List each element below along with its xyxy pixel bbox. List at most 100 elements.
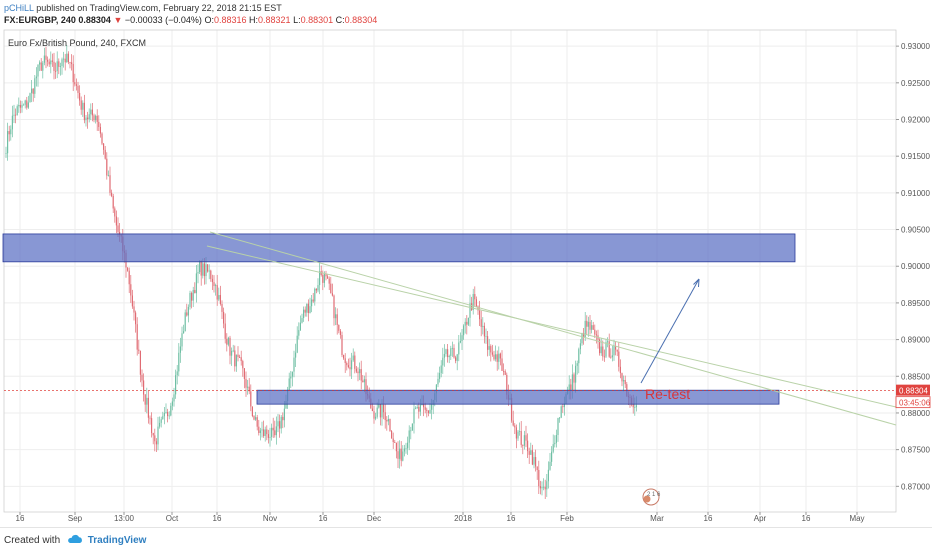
chart-header: pCHiLL published on TradingView.com, Feb…: [0, 0, 932, 30]
candle-body: [475, 299, 477, 307]
candle-body: [499, 353, 501, 359]
candle-body: [186, 312, 188, 316]
candle-body: [543, 486, 545, 488]
candle-body: [90, 109, 92, 115]
candle-body: [117, 225, 119, 232]
candle-body: [458, 342, 460, 355]
candle-body: [447, 349, 449, 358]
candle-body: [483, 325, 485, 337]
candle-body: [587, 321, 589, 327]
time-tick-label: Dec: [367, 514, 381, 523]
candle-body: [592, 325, 594, 330]
time-tick-label: Nov: [263, 514, 277, 523]
candle-body: [554, 442, 556, 445]
candle-body: [317, 285, 319, 291]
candle-body: [599, 339, 601, 354]
candle-body: [79, 92, 81, 101]
price-tick-label: 0.89500: [901, 299, 930, 308]
candle-body: [341, 334, 343, 355]
time-tick-label: Mar: [650, 514, 664, 523]
candle-body: [224, 323, 226, 339]
candle-body: [154, 435, 156, 442]
candle-body: [506, 374, 508, 395]
candle-body: [603, 356, 605, 358]
change-value: −0.00033 (−0.04%): [124, 15, 202, 25]
candle-body: [34, 78, 36, 94]
candle-body: [482, 325, 484, 327]
candle-body: [517, 431, 519, 439]
candle-body: [448, 355, 450, 358]
candle-body: [219, 295, 221, 304]
candle-body: [347, 365, 349, 368]
last-price-tag-label: 0.88304: [899, 387, 928, 396]
candle-body: [191, 292, 193, 301]
candle-body: [184, 312, 186, 332]
re-test-annotation: Re-test: [645, 386, 690, 402]
candle-body: [15, 114, 17, 116]
candle-body: [269, 436, 271, 438]
candle-body: [418, 406, 420, 412]
candle-body: [133, 306, 135, 313]
candle-body: [349, 367, 351, 370]
last-price: 0.88304: [78, 15, 111, 25]
candle-body: [291, 371, 293, 377]
candle-body: [479, 310, 481, 320]
candle-body: [363, 379, 365, 383]
candle-body: [563, 403, 565, 408]
candle-body: [373, 411, 375, 419]
candle-body: [351, 360, 353, 370]
candle-body: [32, 88, 34, 94]
candle-body: [594, 329, 596, 335]
candle-body: [589, 321, 591, 330]
candle-body: [138, 349, 140, 351]
candle-body: [541, 486, 543, 489]
time-tick-label: 16: [704, 514, 713, 523]
time-tick-label: 2018: [454, 514, 472, 523]
candle-body: [26, 100, 28, 108]
candle-body: [203, 263, 205, 277]
candle-body: [77, 85, 79, 93]
candle-body: [331, 293, 333, 296]
candle-body: [335, 314, 337, 319]
candle-body: [51, 60, 53, 62]
candle-body: [141, 374, 143, 381]
candle-body: [605, 342, 607, 357]
candle-body: [461, 335, 463, 342]
candle-body: [378, 404, 380, 408]
candle-body: [533, 457, 535, 465]
candle-body: [285, 401, 287, 409]
candle-body: [274, 430, 276, 436]
candle-body: [575, 365, 577, 383]
candle-body: [29, 93, 31, 103]
price-tick-label: 0.91500: [901, 152, 930, 161]
candle-body: [504, 371, 506, 375]
candle-body: [253, 416, 255, 420]
low-label: L:: [293, 15, 301, 25]
candle-body: [464, 321, 466, 326]
plot-frame: [3, 29, 897, 513]
candlestick-chart[interactable]: Euro Fx/British Pound, 240, FXCM 0.88304…: [0, 0, 932, 527]
candle-body: [451, 347, 453, 349]
candle-body: [256, 417, 258, 427]
trend-line-upper: [209, 231, 897, 426]
candle-body: [131, 295, 133, 307]
candle-body: [323, 274, 325, 283]
candle-body: [456, 354, 458, 361]
candle-body: [168, 415, 170, 417]
resistance-zone: [2, 233, 796, 263]
tradingview-cloud-icon: [68, 534, 82, 543]
candle-body: [87, 117, 89, 120]
candle-body: [144, 394, 146, 405]
trend-line-lower: [206, 245, 897, 408]
candle-body: [530, 450, 532, 455]
candle-body: [415, 408, 417, 410]
candle-body: [528, 451, 530, 455]
candle-body: [467, 317, 469, 325]
candle-body: [309, 306, 311, 314]
tradingview-brand[interactable]: TradingView: [87, 535, 147, 546]
candle-body: [202, 263, 204, 276]
candle-body: [5, 153, 7, 155]
author-link[interactable]: pCHiLL: [4, 3, 34, 13]
time-tick-label: 16: [802, 514, 811, 523]
candle-body: [159, 422, 161, 427]
